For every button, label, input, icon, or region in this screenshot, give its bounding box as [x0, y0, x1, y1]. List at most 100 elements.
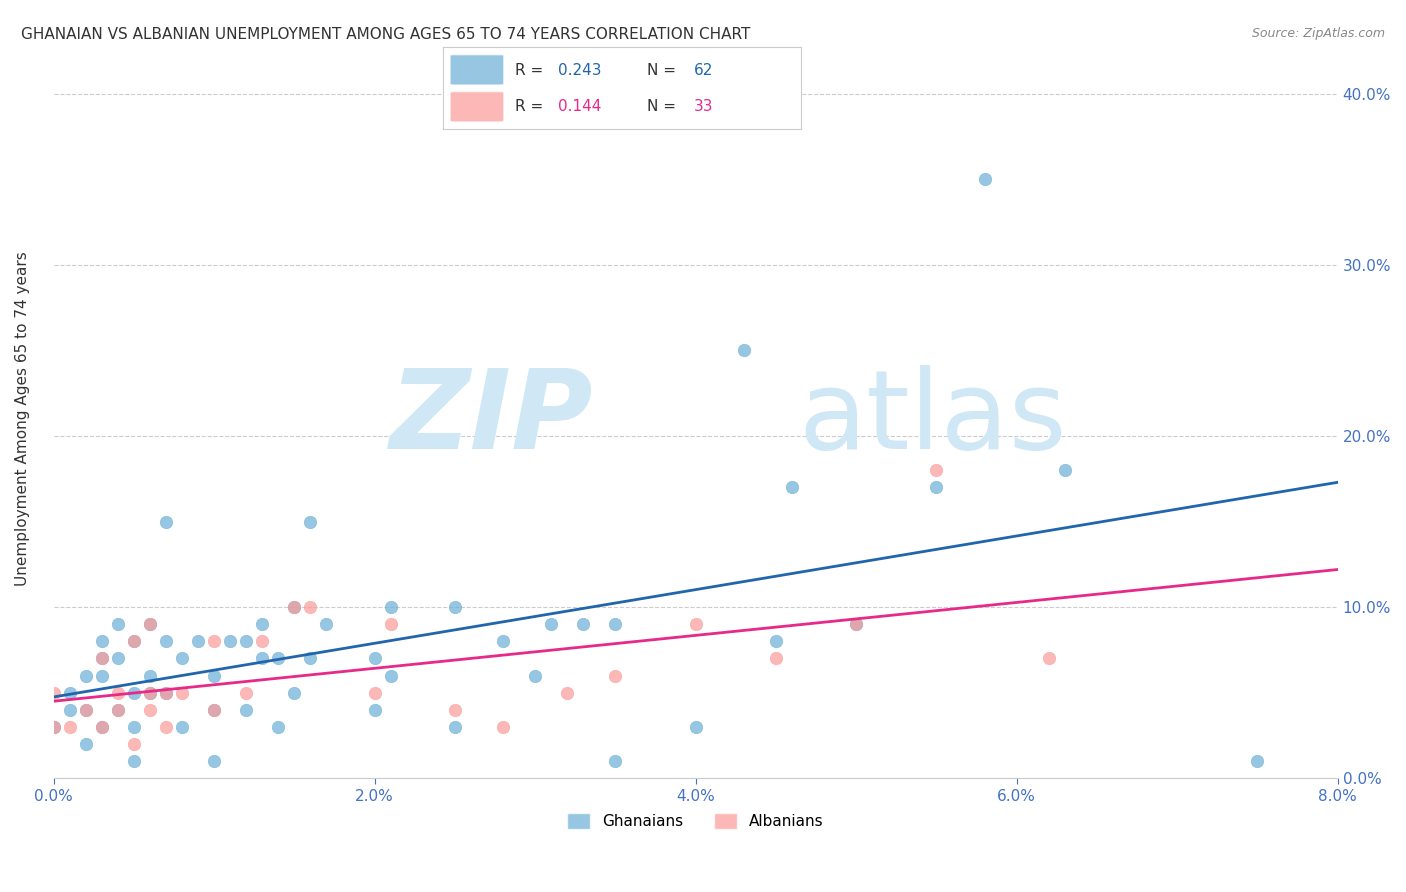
Point: [155, 686, 177, 700]
Text: Source: ZipAtlas.com: Source: ZipAtlas.com: [1251, 27, 1385, 40]
Point: [170, 686, 193, 700]
Point: [75, 668, 97, 682]
Point: [107, 703, 129, 717]
Text: N =: N =: [647, 62, 681, 78]
Point: [202, 754, 225, 768]
Point: [59, 720, 82, 734]
Point: [155, 515, 177, 529]
Point: [42, 686, 65, 700]
Point: [202, 703, 225, 717]
Point: [202, 703, 225, 717]
Point: [925, 463, 948, 477]
Point: [524, 668, 547, 682]
Point: [572, 617, 595, 632]
Y-axis label: Unemployment Among Ages 65 to 74 years: Unemployment Among Ages 65 to 74 years: [15, 252, 30, 586]
Point: [845, 617, 868, 632]
Point: [299, 515, 322, 529]
Point: [444, 720, 467, 734]
Point: [122, 754, 145, 768]
Point: [733, 343, 755, 358]
Point: [685, 720, 707, 734]
Point: [42, 720, 65, 734]
Text: atlas: atlas: [799, 366, 1067, 473]
Point: [107, 617, 129, 632]
Point: [380, 600, 402, 615]
Point: [492, 634, 515, 648]
Point: [299, 600, 322, 615]
Text: 62: 62: [695, 62, 713, 78]
Point: [122, 634, 145, 648]
Text: 0.144: 0.144: [558, 99, 600, 114]
Text: 33: 33: [695, 99, 713, 114]
Point: [685, 617, 707, 632]
Point: [252, 634, 274, 648]
Point: [139, 703, 162, 717]
Point: [122, 634, 145, 648]
Point: [973, 172, 995, 186]
Point: [1053, 463, 1076, 477]
Point: [1038, 651, 1060, 665]
Point: [299, 651, 322, 665]
Point: [925, 480, 948, 494]
Point: [139, 617, 162, 632]
Point: [139, 617, 162, 632]
Point: [444, 600, 467, 615]
Point: [90, 668, 112, 682]
Point: [605, 668, 627, 682]
Point: [122, 686, 145, 700]
Point: [90, 720, 112, 734]
Text: N =: N =: [647, 99, 681, 114]
Point: [107, 686, 129, 700]
Point: [252, 651, 274, 665]
Point: [155, 634, 177, 648]
Point: [107, 703, 129, 717]
FancyBboxPatch shape: [450, 92, 503, 122]
Point: [283, 600, 305, 615]
Point: [765, 634, 787, 648]
Point: [90, 651, 112, 665]
Point: [219, 634, 242, 648]
Point: [107, 651, 129, 665]
Point: [90, 651, 112, 665]
Point: [845, 617, 868, 632]
Point: [267, 651, 290, 665]
Point: [444, 703, 467, 717]
Point: [380, 668, 402, 682]
Point: [90, 634, 112, 648]
Text: GHANAIAN VS ALBANIAN UNEMPLOYMENT AMONG AGES 65 TO 74 YEARS CORRELATION CHART: GHANAIAN VS ALBANIAN UNEMPLOYMENT AMONG …: [21, 27, 751, 42]
Point: [283, 686, 305, 700]
Point: [170, 651, 193, 665]
Point: [267, 720, 290, 734]
Point: [765, 651, 787, 665]
Text: R =: R =: [515, 99, 548, 114]
Point: [605, 617, 627, 632]
Point: [139, 668, 162, 682]
Point: [315, 617, 337, 632]
Point: [139, 686, 162, 700]
Text: ZIP: ZIP: [389, 366, 593, 473]
Legend: Ghanaians, Albanians: Ghanaians, Albanians: [561, 807, 830, 835]
Point: [363, 703, 385, 717]
Point: [492, 720, 515, 734]
Point: [363, 686, 385, 700]
Point: [139, 686, 162, 700]
Point: [235, 634, 257, 648]
Point: [540, 617, 562, 632]
Point: [380, 617, 402, 632]
Point: [75, 703, 97, 717]
FancyBboxPatch shape: [450, 54, 503, 85]
Point: [283, 600, 305, 615]
Point: [202, 634, 225, 648]
Point: [155, 686, 177, 700]
Point: [75, 703, 97, 717]
Point: [90, 720, 112, 734]
Point: [59, 703, 82, 717]
Point: [170, 720, 193, 734]
Text: R =: R =: [515, 62, 548, 78]
Point: [187, 634, 209, 648]
Point: [252, 617, 274, 632]
Point: [202, 668, 225, 682]
Point: [122, 737, 145, 751]
Point: [155, 720, 177, 734]
Point: [122, 720, 145, 734]
